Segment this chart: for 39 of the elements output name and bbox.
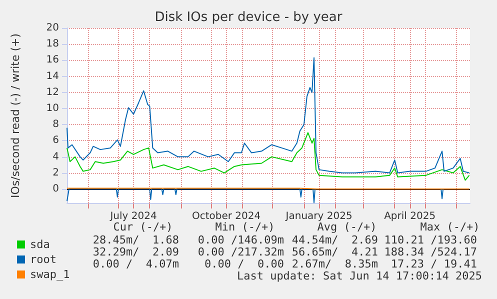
text: Cur (-/+) <box>113 220 173 234</box>
text: 0.00 /217.32m <box>198 246 284 258</box>
legend-label: sda <box>30 238 50 251</box>
text: 28.45m/ 1.68 <box>92 234 179 246</box>
text: Min (-/+) <box>215 220 275 234</box>
x-tick-label: July 2024 <box>109 211 157 222</box>
y-tick-label: 12 <box>46 86 59 98</box>
y-tick-label: 8 <box>52 119 59 130</box>
text: 0.00 / 4.07m <box>92 258 180 270</box>
x-tick-label: January 2025 <box>284 211 352 222</box>
text: 56.65m/ 4.21 <box>292 246 378 258</box>
y-tick-label: 0 <box>52 184 59 195</box>
text: 17.23 / 19.41 <box>390 258 477 270</box>
line-series <box>66 132 470 181</box>
y-axis-title: IOs/second read (-) / write (+) <box>9 33 22 198</box>
text: 110.21 /193.60 <box>384 234 477 246</box>
legend-label: root <box>30 253 56 266</box>
text: 2.67m/ 8.35m <box>292 258 378 270</box>
text: 0.00 / 0.00 <box>204 258 284 270</box>
y-tick-label: 10 <box>46 103 59 114</box>
x-tick-label: October 2024 <box>192 211 261 222</box>
legend-label: swap_1 <box>30 268 70 281</box>
text: 32.29m/ 2.09 <box>92 246 179 258</box>
y-tick-label: 4 <box>52 151 59 162</box>
text: Last update: Sat Jun 14 17:00:14 2025 <box>236 270 482 282</box>
y-tick-label: 14 <box>46 70 59 82</box>
chart-title: Disk IOs per device - by year <box>154 10 343 25</box>
text: 44.54m/ 2.69 <box>292 234 378 246</box>
y-tick-label: 18 <box>46 38 59 50</box>
y-tick-label: 20 <box>46 22 59 34</box>
text: 0.00 /146.09m <box>198 234 284 246</box>
text: 188.34 /524.17 <box>384 246 477 258</box>
x-tick-label: April 2025 <box>384 211 436 222</box>
y-tick-label: 6 <box>52 135 59 146</box>
text: Avg (-/+) <box>317 220 377 234</box>
y-tick-label: 16 <box>46 54 59 66</box>
text: Max (-/+) <box>420 220 480 234</box>
y-tick-label: 2 <box>52 167 59 178</box>
line-series <box>66 57 470 174</box>
